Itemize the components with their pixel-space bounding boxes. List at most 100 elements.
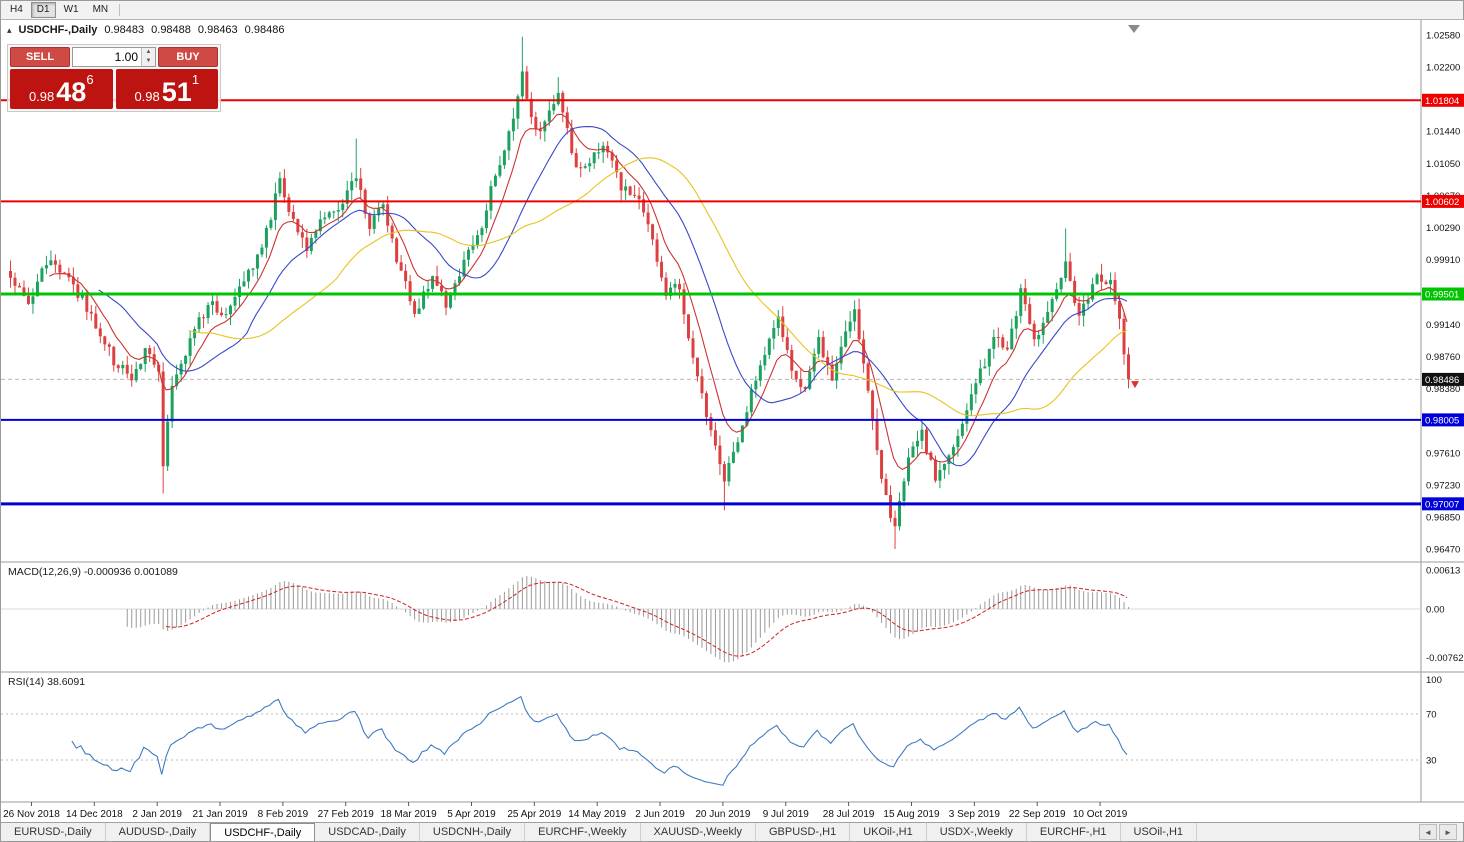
ema9-line bbox=[49, 113, 1128, 471]
price-tick-label: 0.97610 bbox=[1426, 449, 1460, 460]
date-tick-label: 15 Aug 2019 bbox=[883, 809, 940, 820]
date-tick-label: 27 Feb 2019 bbox=[318, 809, 375, 820]
chart-tab-eurchf[interactable]: EURCHF-,H1 bbox=[1027, 823, 1121, 841]
volume-up-icon[interactable]: ▲ bbox=[142, 48, 155, 57]
price-tick-label: 0.96850 bbox=[1426, 513, 1460, 524]
chart-symbol-label: USDCHF-,Daily bbox=[18, 24, 98, 36]
price-level-badge-text: 0.98005 bbox=[1425, 415, 1459, 426]
macd-tick-label: 0.00613 bbox=[1426, 565, 1460, 576]
ohlc-low: 0.98463 bbox=[197, 24, 238, 36]
price-tick-label: 1.02200 bbox=[1426, 62, 1460, 73]
timeframe-toolbar: H4 D1 W1 MN bbox=[1, 1, 1463, 20]
bid-pips: 48 bbox=[56, 77, 87, 107]
ask-price-button[interactable]: 0.98 51 1 bbox=[115, 69, 218, 109]
date-tick-label: 2 Jan 2019 bbox=[132, 809, 182, 820]
macd-indicator-label: MACD(12,26,9) -0.000936 0.001089 bbox=[8, 566, 178, 578]
bid-figure: 0.98 bbox=[28, 89, 55, 104]
rsi-tick-label: 30 bbox=[1426, 756, 1437, 767]
price-level-badge bbox=[1422, 497, 1464, 511]
one-click-collapse-icon[interactable]: ▴ bbox=[7, 24, 12, 35]
volume-down-icon[interactable]: ▼ bbox=[142, 57, 155, 66]
macd-histogram bbox=[126, 576, 1130, 663]
price-tick-label: 1.02580 bbox=[1426, 31, 1460, 42]
price-level-badge bbox=[1422, 413, 1464, 427]
timeframe-button-w1[interactable]: W1 bbox=[63, 4, 79, 15]
price-tick-label: 0.98760 bbox=[1426, 352, 1460, 363]
bid-price-button[interactable]: 0.98 48 6 bbox=[10, 69, 113, 109]
timeframe-button-mn[interactable]: MN bbox=[92, 4, 109, 15]
chart-tab-usdcad[interactable]: USDCAD-,Daily bbox=[315, 823, 420, 841]
price-level-badge-text: 0.97007 bbox=[1425, 499, 1459, 510]
chart-tab-xauusd[interactable]: XAUUSD-,Weekly bbox=[641, 823, 756, 841]
date-tick-label: 9 Jul 2019 bbox=[763, 809, 810, 820]
tab-scroll-right-icon[interactable]: ► bbox=[1439, 824, 1457, 840]
candlestick-series bbox=[9, 36, 1131, 549]
ohlc-close: 0.98486 bbox=[244, 24, 285, 36]
tab-scroll-left-icon[interactable]: ◄ bbox=[1419, 824, 1437, 840]
timeframe-button-h4[interactable]: H4 bbox=[10, 4, 23, 15]
price-level-badge-text: 0.98486 bbox=[1425, 375, 1459, 386]
date-tick-label: 5 Apr 2019 bbox=[447, 809, 496, 820]
date-tick-label: 25 Apr 2019 bbox=[507, 809, 561, 820]
macd-values: -0.000936 0.001089 bbox=[83, 566, 178, 578]
chart-tab-eurusd[interactable]: EURUSD-,Daily bbox=[1, 823, 106, 841]
price-level-badge bbox=[1422, 194, 1464, 208]
ask-figure: 0.98 bbox=[134, 89, 160, 104]
toolbar-separator bbox=[119, 4, 121, 16]
chart-tab-eurchf[interactable]: EURCHF-,Weekly bbox=[525, 823, 641, 841]
date-tick-label: 10 Oct 2019 bbox=[1073, 809, 1128, 820]
price-tick-label: 0.99910 bbox=[1426, 255, 1460, 266]
price-level-badge bbox=[1422, 93, 1464, 107]
chart-window[interactable]: 1.025801.022001.018201.014401.010501.006… bbox=[1, 20, 1464, 822]
volume-stepper: ▲ ▼ bbox=[72, 47, 156, 67]
rsi-value: 38.6091 bbox=[47, 676, 86, 688]
price-level-badge bbox=[1422, 372, 1464, 386]
price-chart-canvas[interactable]: 1.025801.022001.018201.014401.010501.006… bbox=[1, 20, 1464, 822]
ask-point: 1 bbox=[191, 72, 200, 87]
price-tick-label: 1.00290 bbox=[1426, 223, 1460, 234]
sma20-line bbox=[98, 126, 1128, 467]
macd-tick-label: -0.00762 bbox=[1426, 653, 1464, 664]
price-tick-label: 1.01440 bbox=[1426, 126, 1460, 137]
date-tick-label: 26 Nov 2018 bbox=[3, 809, 60, 820]
date-tick-label: 28 Jul 2019 bbox=[823, 809, 875, 820]
buy-button[interactable]: BUY bbox=[158, 47, 218, 67]
rsi-indicator-label: RSI(14) 38.6091 bbox=[8, 676, 86, 688]
chart-background bbox=[1, 20, 1464, 822]
date-tick-label: 14 May 2019 bbox=[568, 809, 626, 820]
chart-tab-audusd[interactable]: AUDUSD-,Daily bbox=[106, 823, 211, 841]
rsi-tick-label: 70 bbox=[1426, 710, 1437, 721]
date-tick-label: 3 Sep 2019 bbox=[949, 809, 1001, 820]
price-level-badge-text: 0.99501 bbox=[1425, 290, 1459, 301]
chart-shift-marker-icon[interactable] bbox=[1128, 25, 1140, 33]
ohlc-high: 0.98488 bbox=[151, 24, 191, 36]
price-tick-label: 1.01050 bbox=[1426, 159, 1460, 170]
timeframe-button-d1[interactable]: D1 bbox=[30, 2, 56, 18]
ask-pips: 51 bbox=[161, 77, 192, 107]
chart-tab-usdchf[interactable]: USDCHF-,Daily bbox=[210, 823, 316, 841]
chart-title-bar: ▴ USDCHF-,Daily 0.98483 0.98488 0.98463 … bbox=[7, 24, 284, 36]
price-level-badge-text: 1.00602 bbox=[1425, 197, 1459, 208]
sma40-line bbox=[188, 157, 1128, 417]
date-tick-label: 21 Jan 2019 bbox=[192, 809, 247, 820]
rsi-tick-label: 100 bbox=[1426, 675, 1442, 686]
sell-button[interactable]: SELL bbox=[10, 47, 70, 67]
price-tick-label: 0.96470 bbox=[1426, 545, 1460, 556]
chart-tab-usoil[interactable]: USOil-,H1 bbox=[1121, 823, 1198, 841]
macd-tick-label: 0.00 bbox=[1426, 605, 1445, 616]
chart-tab-usdcnh[interactable]: USDCNH-,Daily bbox=[420, 823, 526, 841]
chart-tab-ukoil[interactable]: UKOil-,H1 bbox=[850, 823, 927, 841]
price-tick-label: 0.98380 bbox=[1426, 384, 1460, 395]
chart-tab-gbpusd[interactable]: GBPUSD-,H1 bbox=[756, 823, 851, 841]
date-tick-label: 14 Dec 2018 bbox=[66, 809, 123, 820]
ohlc-open: 0.98483 bbox=[104, 24, 145, 36]
price-level-badge-text: 1.01804 bbox=[1425, 96, 1459, 107]
chart-tab-usdx[interactable]: USDX-,Weekly bbox=[927, 823, 1027, 841]
price-tick-label: 0.97230 bbox=[1426, 481, 1460, 492]
volume-input[interactable] bbox=[73, 48, 141, 66]
date-tick-label: 18 Mar 2019 bbox=[381, 809, 438, 820]
bid-point: 6 bbox=[86, 72, 94, 87]
date-tick-label: 22 Sep 2019 bbox=[1009, 809, 1066, 820]
price-tick-label: 0.99140 bbox=[1426, 320, 1460, 331]
